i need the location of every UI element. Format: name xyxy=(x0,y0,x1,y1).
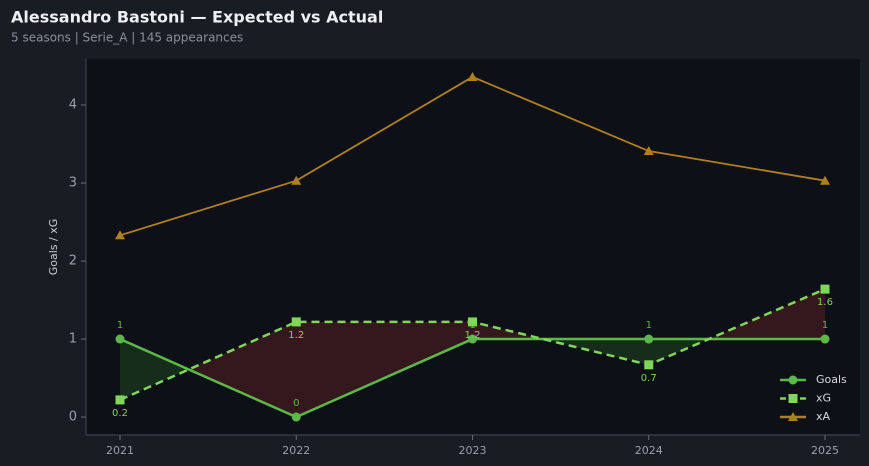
chart-title: Alessandro Bastoni — Expected vs Actual xyxy=(11,8,383,27)
data-label: 1.2 xyxy=(465,330,481,341)
x-tick-label: 2024 xyxy=(635,444,663,457)
data-label: 0.2 xyxy=(112,408,128,419)
point xyxy=(820,284,830,294)
point xyxy=(467,71,478,81)
gap-fill xyxy=(472,321,543,340)
y-tick-label: 4 xyxy=(69,98,77,113)
y-axis-label: Goals / xG xyxy=(47,219,60,276)
data-label: 1 xyxy=(822,320,828,331)
point xyxy=(468,334,477,344)
point xyxy=(291,317,301,327)
data-label: 0 xyxy=(293,398,299,409)
x-tick-label: 2022 xyxy=(282,444,310,457)
legend-marker xyxy=(788,412,798,421)
data-label: 1.6 xyxy=(817,297,833,308)
point xyxy=(820,334,830,344)
plot-area xyxy=(86,59,860,435)
x-tick-label: 2021 xyxy=(106,444,134,457)
x-tick-label: 2025 xyxy=(811,444,839,457)
legend-label: Goals xyxy=(816,373,847,386)
data-label: 0.7 xyxy=(641,373,657,384)
data-label: 1 xyxy=(117,320,123,331)
y-tick-label: 3 xyxy=(69,176,77,191)
chart-subtitle: 5 seasons | Serie_A | 145 appearances xyxy=(11,31,243,45)
point xyxy=(291,175,302,185)
legend-label: xG xyxy=(816,392,831,405)
gap-fill xyxy=(188,321,297,418)
point xyxy=(820,175,830,185)
point xyxy=(468,317,477,327)
point xyxy=(644,334,654,344)
point xyxy=(115,395,125,405)
legend-label: xA xyxy=(816,410,831,423)
legend-marker xyxy=(788,394,798,403)
y-tick-label: 2 xyxy=(69,254,77,269)
data-label: 1 xyxy=(646,320,652,331)
point xyxy=(644,360,654,370)
x-tick-label: 2023 xyxy=(459,444,487,457)
gap-fill xyxy=(296,321,473,418)
gap-fill xyxy=(120,339,189,400)
data-label: 1.2 xyxy=(288,330,304,341)
point xyxy=(291,412,301,422)
y-tick-label: 1 xyxy=(69,332,77,347)
point xyxy=(115,334,125,344)
point xyxy=(643,146,654,156)
point xyxy=(115,230,125,240)
legend-marker xyxy=(788,375,798,385)
y-tick-label: 0 xyxy=(69,410,77,425)
